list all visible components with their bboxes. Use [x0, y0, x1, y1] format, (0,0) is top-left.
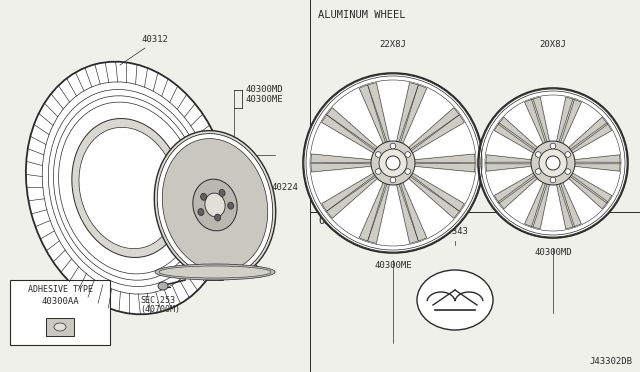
- Text: 40300MD: 40300MD: [245, 85, 283, 94]
- Text: 40224: 40224: [272, 183, 299, 192]
- Polygon shape: [359, 181, 388, 241]
- Text: 40343: 40343: [442, 227, 468, 236]
- Ellipse shape: [417, 270, 493, 330]
- Polygon shape: [326, 174, 379, 218]
- Circle shape: [405, 169, 410, 174]
- Polygon shape: [486, 155, 533, 164]
- Polygon shape: [322, 115, 378, 154]
- Polygon shape: [367, 182, 390, 243]
- Ellipse shape: [219, 189, 225, 196]
- Polygon shape: [359, 85, 388, 145]
- Bar: [10, 280, 110, 345]
- Ellipse shape: [79, 127, 177, 248]
- Polygon shape: [525, 181, 548, 227]
- Text: 22X8J: 22X8J: [380, 40, 406, 49]
- Polygon shape: [413, 154, 475, 164]
- Polygon shape: [531, 97, 550, 144]
- Polygon shape: [413, 162, 475, 172]
- Ellipse shape: [54, 323, 66, 331]
- Bar: [46, 318, 74, 336]
- Polygon shape: [569, 172, 612, 203]
- Circle shape: [405, 152, 410, 157]
- Polygon shape: [494, 123, 538, 154]
- Ellipse shape: [158, 282, 168, 290]
- Text: 40312: 40312: [141, 35, 168, 44]
- Polygon shape: [409, 172, 465, 211]
- Text: ORNAMENT: ORNAMENT: [318, 216, 368, 226]
- Ellipse shape: [159, 266, 271, 278]
- Circle shape: [303, 73, 483, 253]
- Polygon shape: [396, 83, 419, 144]
- Polygon shape: [494, 172, 538, 203]
- Circle shape: [379, 149, 407, 177]
- Polygon shape: [407, 174, 460, 218]
- Polygon shape: [396, 182, 419, 243]
- Ellipse shape: [26, 62, 230, 314]
- Text: 40300ME: 40300ME: [245, 95, 283, 104]
- Polygon shape: [498, 117, 539, 152]
- Polygon shape: [498, 174, 539, 209]
- Circle shape: [546, 156, 560, 170]
- Polygon shape: [326, 108, 379, 152]
- Ellipse shape: [205, 193, 225, 217]
- Ellipse shape: [72, 119, 184, 257]
- Circle shape: [390, 143, 396, 149]
- Text: 40300A: 40300A: [227, 265, 259, 274]
- Polygon shape: [558, 99, 581, 145]
- Ellipse shape: [157, 134, 273, 276]
- Circle shape: [536, 152, 541, 157]
- Circle shape: [539, 149, 567, 177]
- Polygon shape: [531, 182, 550, 229]
- Circle shape: [376, 169, 381, 174]
- Polygon shape: [407, 108, 460, 152]
- Polygon shape: [573, 155, 620, 164]
- Ellipse shape: [154, 131, 276, 279]
- Polygon shape: [311, 162, 373, 172]
- Polygon shape: [556, 97, 575, 144]
- Text: ALUMINUM WHEEL: ALUMINUM WHEEL: [318, 10, 406, 20]
- Polygon shape: [567, 174, 608, 209]
- Text: SEC.253: SEC.253: [140, 296, 175, 305]
- Polygon shape: [569, 123, 612, 154]
- Circle shape: [550, 177, 556, 183]
- Circle shape: [565, 169, 570, 174]
- Ellipse shape: [155, 264, 275, 280]
- Circle shape: [478, 88, 628, 238]
- Polygon shape: [558, 181, 581, 227]
- Circle shape: [565, 152, 570, 157]
- Ellipse shape: [214, 214, 221, 221]
- Text: 20X8J: 20X8J: [540, 40, 566, 49]
- Text: (40700M): (40700M): [140, 305, 180, 314]
- Ellipse shape: [193, 179, 237, 231]
- Polygon shape: [398, 85, 427, 145]
- Circle shape: [386, 156, 400, 170]
- Circle shape: [390, 177, 396, 183]
- Ellipse shape: [198, 209, 204, 215]
- Circle shape: [550, 143, 556, 149]
- Polygon shape: [409, 115, 465, 154]
- Polygon shape: [367, 83, 390, 144]
- Polygon shape: [398, 181, 427, 241]
- Ellipse shape: [163, 139, 268, 272]
- Text: ADHESIVE TYPE: ADHESIVE TYPE: [28, 285, 93, 294]
- Circle shape: [531, 141, 575, 185]
- Polygon shape: [311, 154, 373, 164]
- Ellipse shape: [200, 193, 207, 200]
- Circle shape: [376, 152, 381, 157]
- Circle shape: [371, 141, 415, 185]
- Polygon shape: [525, 99, 548, 145]
- Polygon shape: [567, 117, 608, 152]
- Polygon shape: [486, 162, 533, 171]
- Bar: [207, 270, 223, 280]
- Text: 40300ME: 40300ME: [374, 261, 412, 270]
- Text: 40300MD: 40300MD: [534, 248, 572, 257]
- Text: 40300AA: 40300AA: [41, 297, 79, 306]
- Text: J43302DB: J43302DB: [589, 357, 632, 366]
- Circle shape: [536, 169, 541, 174]
- Polygon shape: [322, 172, 378, 211]
- Ellipse shape: [228, 202, 234, 209]
- Polygon shape: [556, 182, 575, 229]
- Polygon shape: [573, 162, 620, 171]
